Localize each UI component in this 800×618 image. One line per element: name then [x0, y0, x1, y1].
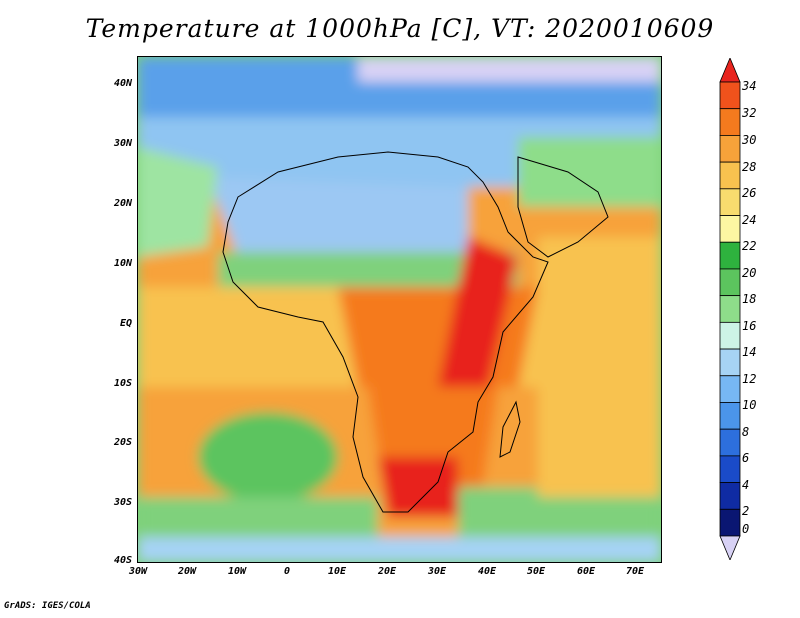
lon-label-10e: 10E — [327, 566, 347, 577]
lat-label-10n: 10N — [113, 258, 132, 269]
colorbar-swatch — [719, 268, 741, 297]
lon-label-10w: 10W — [227, 566, 247, 577]
colorbar-swatch — [719, 455, 741, 483]
lon-label-50e: 50E — [526, 566, 546, 577]
lat-label-40s: 40S — [113, 555, 132, 566]
colorbar-swatch — [719, 321, 741, 350]
chart-title: Temperature at 1000hPa [C], VT: 20200106… — [85, 14, 715, 43]
lon-label-40e: 40E — [477, 566, 497, 577]
colorbar-label: 16 — [742, 319, 757, 333]
lat-label-10s: 10S — [113, 378, 132, 389]
colorbar-label: 10 — [742, 398, 757, 412]
colorbar-label: 34 — [742, 79, 757, 93]
credit-text: GrADS: IGES/COLA — [4, 601, 91, 611]
colorbar-swatch — [719, 402, 741, 430]
colorbar-label: 12 — [742, 372, 757, 386]
lat-label-30n: 30N — [113, 138, 132, 149]
colorbar-label: 22 — [742, 239, 757, 253]
colorbar-label: 20 — [742, 266, 757, 280]
lat-label-40n: 40N — [113, 78, 132, 89]
colorbar-swatch — [719, 161, 741, 190]
colorbar-label: 32 — [742, 106, 757, 120]
coastlines — [222, 151, 609, 513]
colorbar-label: 4 — [742, 478, 750, 492]
colorbar-swatch — [719, 215, 741, 243]
colorbar-swatch — [719, 188, 741, 216]
colorbar-swatch — [719, 348, 741, 377]
colorbar-swatch — [719, 375, 741, 403]
lon-label-70e: 70E — [625, 566, 645, 577]
lat-label-30s: 30S — [113, 497, 132, 508]
lat-label-20n: 20N — [113, 198, 132, 209]
colorbar-label: 30 — [742, 133, 757, 147]
colorbar-label: 2 — [742, 504, 750, 518]
colorbar — [719, 58, 741, 560]
colorbar-label: 8 — [742, 425, 750, 439]
colorbar-label: 24 — [742, 213, 757, 227]
lon-label-20w: 20W — [177, 566, 197, 577]
colorbar-label: 6 — [742, 451, 750, 465]
colorbar-swatch — [719, 482, 741, 510]
colorbar-swatch — [719, 535, 741, 560]
temperature-map — [137, 56, 662, 563]
colorbar-swatch — [719, 58, 741, 83]
colorbar-label: 26 — [742, 186, 757, 200]
colorbar-swatch — [719, 428, 741, 457]
temperature-field — [138, 57, 661, 562]
lon-label-30w: 30W — [128, 566, 148, 577]
colorbar-label: 14 — [742, 345, 757, 359]
colorbar-swatch — [719, 135, 741, 163]
lon-label-60e: 60E — [576, 566, 596, 577]
lat-label-20s: 20S — [113, 437, 132, 448]
colorbar-label: 28 — [742, 160, 757, 174]
colorbar-swatch — [719, 81, 741, 110]
colorbar-swatch — [719, 241, 741, 270]
lon-label-30e: 30E — [427, 566, 447, 577]
colorbar-swatch — [719, 295, 741, 323]
colorbar-label: 0 — [742, 522, 750, 536]
map-canvas — [138, 57, 661, 562]
colorbar-swatch — [719, 508, 741, 537]
lon-label-0: 0 — [283, 566, 291, 577]
colorbar-swatch — [719, 108, 741, 136]
lon-label-20e: 20E — [377, 566, 397, 577]
colorbar-label: 18 — [742, 292, 757, 306]
lat-label-eq: EQ — [119, 318, 132, 329]
